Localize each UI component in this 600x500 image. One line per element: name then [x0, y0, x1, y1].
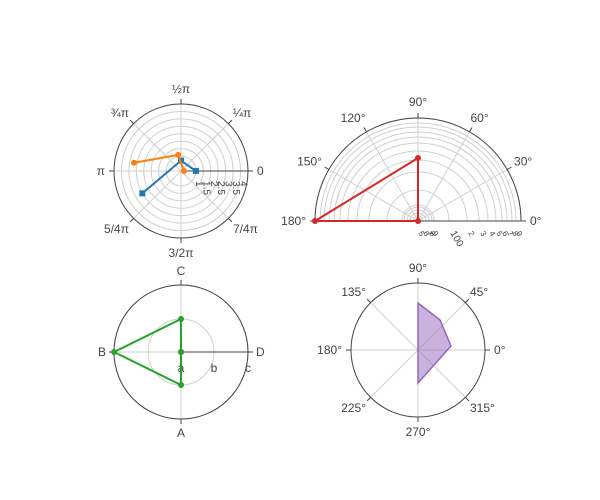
angular-tick [129, 218, 134, 223]
angular-grid-line [133, 170, 182, 219]
radial-tick-label: 4 [487, 230, 497, 239]
angular-tick-label: 60° [471, 111, 489, 125]
angular-grid-line [417, 131, 470, 222]
angular-grid-line [366, 131, 419, 222]
angular-tick-label: 0° [494, 343, 506, 357]
angular-tick-label: 0 [257, 164, 264, 178]
series-line [315, 158, 419, 222]
angular-grid-line [180, 170, 229, 219]
angular-tick-label: 3/2π [169, 246, 194, 260]
angular-grid-line [370, 302, 419, 351]
radial-tick-label: 8 [427, 230, 437, 239]
angular-tick [469, 127, 473, 133]
angular-tick [363, 127, 367, 133]
radial-tick-label: 1.5 [200, 181, 211, 195]
filled-area [417, 301, 452, 385]
angular-tick-label: π [97, 164, 105, 178]
polar-radians-subplot: 0 ¼π ½π ¾π π 5/4π 3/2π 7/4π 11.522.533.54 [97, 82, 264, 260]
angular-tick [465, 397, 470, 402]
angular-tick-label: 0° [530, 214, 542, 228]
data-point [178, 316, 184, 322]
series-line [141, 159, 197, 195]
data-point [415, 155, 421, 161]
radial-tick-label: 5 [416, 230, 426, 239]
radial-tick-label: 2 [208, 181, 219, 187]
radial-tick-label: 2.5 [215, 181, 226, 195]
radial-tick-label: 3.5 [230, 181, 241, 195]
angular-tick [228, 119, 233, 124]
angular-tick [366, 298, 371, 303]
data-point [192, 168, 199, 174]
angular-tick-label: 5/4π [104, 222, 129, 236]
radial-tick-label: 5 [494, 230, 504, 239]
data-point [415, 218, 421, 224]
angular-tick [465, 298, 470, 303]
angular-tick-label: A [177, 426, 185, 440]
angular-grid-line [180, 123, 229, 172]
angular-tick-label: 225° [341, 401, 366, 415]
angular-tick-label: ½π [172, 82, 190, 96]
radial-tick-label: 3 [478, 230, 488, 239]
angular-tick [366, 397, 371, 402]
radial-tick-label: 4 [238, 181, 249, 187]
data-point [139, 190, 146, 197]
radial-tick-label: 1 [193, 181, 204, 187]
angular-tick-label: 180° [281, 214, 306, 228]
angular-grid-line [328, 169, 419, 222]
angular-tick-label: 90° [409, 95, 427, 109]
radial-tick-label: 6 [421, 230, 431, 239]
angular-tick-label: 180° [317, 343, 342, 357]
angular-axis-arc [314, 117, 522, 222]
radial-tick-label: 2 [466, 230, 476, 239]
angular-tick [228, 218, 233, 223]
angular-tick-label: 270° [406, 425, 431, 439]
angular-tick [324, 166, 330, 170]
angular-tick-label: 30° [514, 155, 532, 169]
angular-tick-label: ¼π [233, 106, 251, 120]
angular-tick-label: 7/4π [233, 222, 258, 236]
radial-tick-label: 100 [447, 229, 465, 249]
radial-tick-label: 7 [424, 230, 434, 239]
radial-tick-label: 3 [223, 181, 234, 187]
polar-filled-subplot: 0° 45° 90° 135° 180° 225° 270° 315° [317, 261, 506, 439]
angular-grid-line [133, 123, 182, 172]
data-point [178, 382, 184, 388]
radial-tick-label: 8 [510, 230, 520, 239]
angular-tick-label: ¾π [111, 106, 129, 120]
angular-tick-label: 135° [341, 285, 366, 299]
data-point [178, 349, 184, 355]
radial-tick-label: 7 [505, 230, 515, 239]
data-point [111, 349, 117, 355]
angular-tick [506, 166, 512, 170]
data-point [312, 218, 318, 224]
angular-grid-line [417, 169, 508, 222]
angular-tick [129, 119, 134, 124]
angular-tick-label: 315° [470, 401, 495, 415]
radial-tick-label: c [245, 361, 251, 375]
angular-tick-label: B [98, 345, 106, 359]
data-point [131, 159, 138, 166]
series-line-segment [314, 157, 419, 222]
angular-tick-label: 150° [297, 155, 322, 169]
radial-tick-label: 9 [514, 230, 524, 239]
data-point [180, 168, 187, 174]
angular-grid-line [370, 349, 419, 398]
angular-tick-label: C [177, 264, 186, 278]
angular-tick-label: 45° [470, 285, 488, 299]
radial-tick-label: b [211, 361, 218, 375]
radial-tick-label: 6 [500, 230, 510, 239]
angular-tick-label: 120° [341, 111, 366, 125]
angular-tick-label: D [256, 345, 265, 359]
angular-tick-label: 90° [409, 261, 427, 275]
data-point [175, 151, 182, 158]
radial-tick-label: 9 [430, 230, 440, 239]
